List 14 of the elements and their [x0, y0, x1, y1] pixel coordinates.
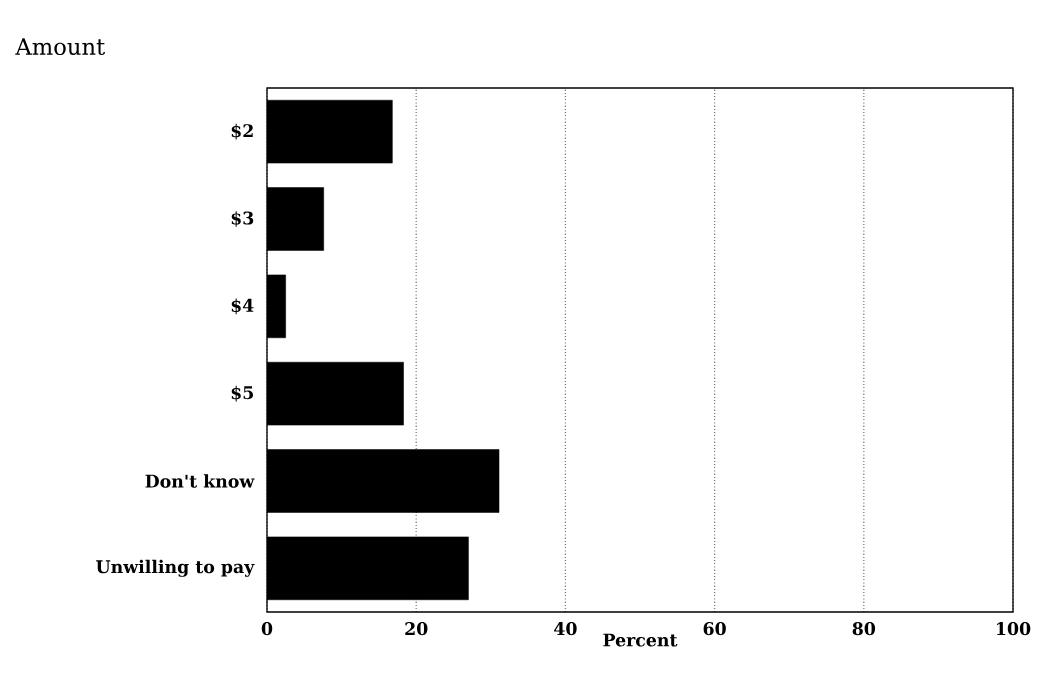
x-tick-label: 40: [554, 622, 577, 636]
y-tick-label: Don't know: [145, 474, 255, 488]
x-tick-label: 80: [852, 622, 876, 636]
x-tick-label: 100: [997, 622, 1031, 636]
x-tick-label: 20: [405, 622, 428, 636]
x-tick-label: 60: [703, 622, 726, 636]
y-tick-label: $5: [231, 385, 253, 402]
y-tick-label: $4: [231, 298, 254, 315]
y-axis-title: Amount: [15, 38, 105, 56]
x-tick-label: 0: [261, 622, 273, 636]
y-tick-label: $3: [231, 211, 254, 227]
x-axis-title: Percent: [603, 633, 678, 647]
y-tick-label: $2: [231, 123, 253, 140]
y-tick-label: Unwilling to pay: [96, 559, 255, 577]
